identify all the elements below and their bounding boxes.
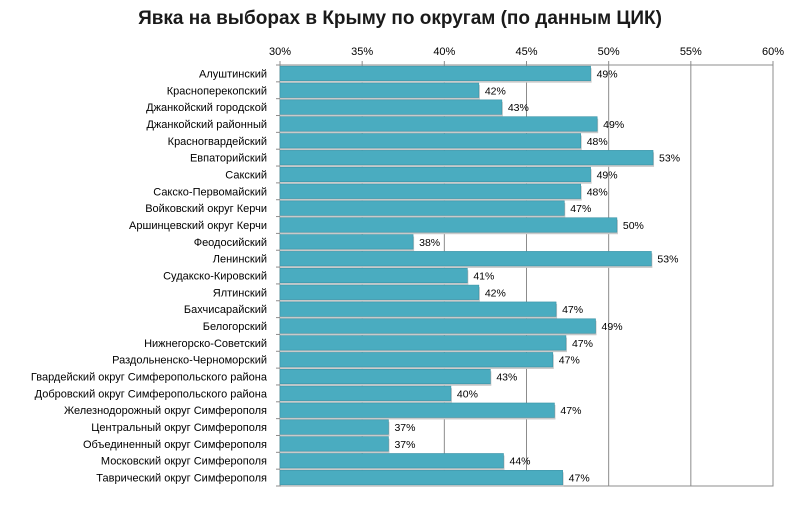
category-label: Аршинцевский округ Керчи [129, 220, 267, 232]
category-label: Красногвардейский [168, 136, 267, 148]
category-label: Ялтинский [213, 287, 267, 299]
category-label: Центральный округ Симферополя [91, 422, 267, 434]
bar [279, 301, 557, 317]
category-label: Красноперекопский [167, 85, 267, 97]
category-label: Таврический округ Симферополя [96, 473, 267, 485]
data-label: 49% [602, 321, 623, 333]
data-label: 43% [496, 372, 517, 384]
data-label: 38% [419, 237, 440, 249]
bar [279, 335, 567, 351]
data-label: 47% [569, 473, 590, 485]
x-tick-label: 55% [680, 46, 702, 58]
x-tick-label: 40% [433, 46, 455, 58]
bar [279, 368, 491, 385]
x-tick-label: 30% [269, 46, 291, 58]
category-label: Алуштинский [199, 68, 267, 80]
category-label: Войковский округ Керчи [145, 203, 267, 215]
bar [279, 436, 389, 452]
bar [279, 267, 468, 284]
bar [279, 150, 654, 166]
data-label: 43% [508, 102, 529, 114]
bar [279, 183, 582, 199]
category-label: Джанкойский районный [146, 119, 267, 131]
data-label: 47% [560, 405, 581, 417]
data-label: 53% [659, 153, 680, 165]
bar [279, 200, 565, 216]
x-tick-label: 60% [762, 46, 784, 58]
bar [279, 318, 596, 334]
category-label: Раздольненско-Черноморский [112, 355, 267, 367]
data-label: 42% [485, 287, 506, 299]
data-label: 41% [473, 271, 494, 283]
data-label: 47% [559, 355, 580, 367]
data-label: 48% [587, 136, 608, 148]
data-label: 47% [570, 203, 591, 215]
category-label: Феодосийский [194, 237, 267, 249]
category-label: Ленинский [213, 254, 267, 266]
bar [279, 99, 503, 115]
category-label: Белогорский [203, 321, 267, 333]
category-label: Судакско-Кировский [163, 271, 267, 283]
bar [279, 234, 414, 250]
data-label: 47% [572, 338, 593, 350]
category-label: Гвардейский округ Симферопольского район… [31, 372, 268, 384]
bar [279, 133, 582, 149]
bar [279, 385, 452, 401]
data-label: 44% [509, 456, 530, 468]
data-label: 42% [485, 85, 506, 97]
data-label: 50% [623, 220, 644, 232]
bar [279, 166, 591, 183]
bar [279, 470, 563, 486]
data-label: 48% [587, 186, 608, 198]
category-label: Сакско-Первомайский [153, 186, 267, 198]
bar [279, 402, 555, 418]
bar [279, 116, 598, 132]
category-label: Бахчисарайский [184, 304, 267, 316]
bar [279, 82, 480, 98]
category-label: Железнодорожный округ Симферополя [64, 405, 267, 417]
category-label: Нижнегорско-Советский [144, 338, 267, 350]
data-label: 40% [457, 388, 478, 400]
category-label: Добровский округ Симферопольского района [35, 388, 268, 400]
x-tick-label: 45% [515, 46, 537, 58]
x-tick-label: 50% [598, 46, 620, 58]
bar [279, 352, 554, 368]
data-label: 37% [394, 439, 415, 451]
category-label: Сакский [225, 169, 267, 181]
data-label: 37% [394, 422, 415, 434]
bar [279, 65, 591, 81]
data-label: 49% [603, 119, 624, 131]
category-label: Московский округ Симферополя [101, 456, 267, 468]
chart-title: Явка на выборах в Крыму по округам (по д… [138, 8, 662, 29]
bar [279, 284, 480, 300]
data-label: 47% [562, 304, 583, 316]
category-label: Объединенный округ Симферополя [83, 439, 267, 451]
data-label: 49% [597, 169, 618, 181]
data-label: 49% [597, 68, 618, 80]
x-tick-label: 35% [351, 46, 373, 58]
bar [279, 251, 652, 267]
category-label: Евпаторийский [190, 153, 267, 165]
bar [279, 419, 389, 435]
category-label: Джанкойский городской [146, 102, 267, 114]
data-label: 53% [657, 254, 678, 266]
bar [279, 217, 618, 233]
bar [279, 453, 504, 469]
